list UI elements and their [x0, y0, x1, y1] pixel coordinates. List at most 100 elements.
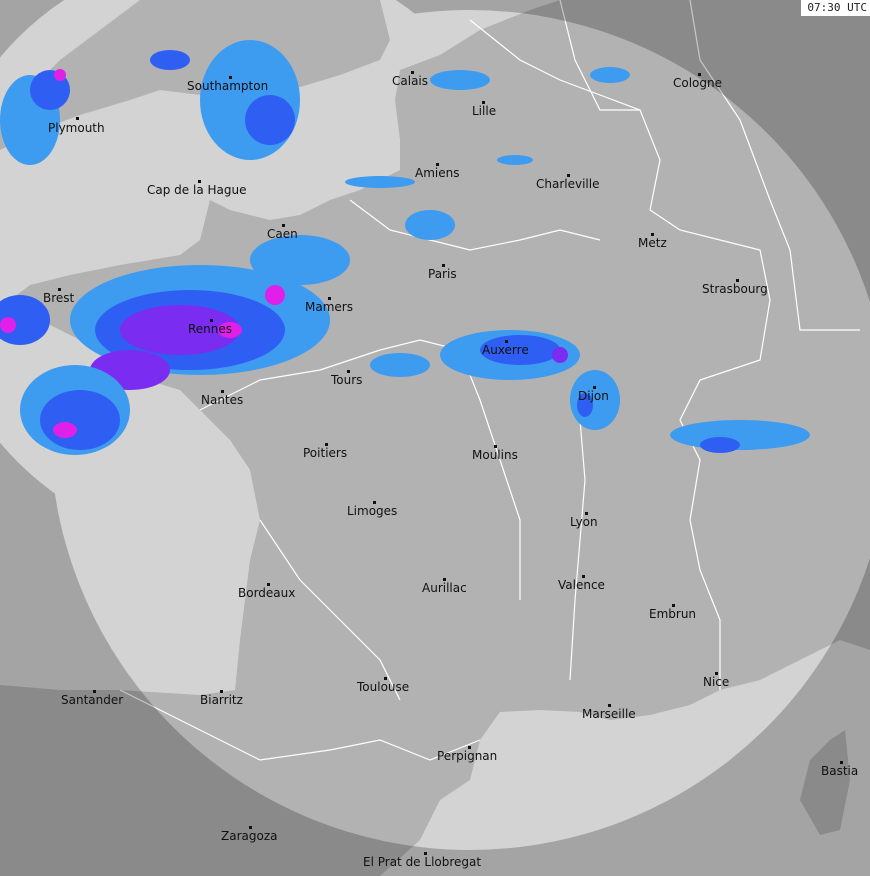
city-marker-icon — [424, 852, 427, 855]
city-marker-icon — [347, 370, 350, 373]
radar-precipitation — [0, 40, 810, 455]
timestamp: 07:30 UTC — [801, 0, 870, 16]
city-marker-icon — [220, 690, 223, 693]
city-marker-icon — [608, 704, 611, 707]
city-marker-icon — [593, 386, 596, 389]
city-label: Southampton — [187, 79, 269, 93]
city-marker-icon — [58, 288, 61, 291]
city-marker-icon — [267, 583, 270, 586]
city-label: Tours — [331, 373, 363, 387]
city-label: Amiens — [415, 166, 460, 180]
city-label: Cologne — [673, 76, 723, 90]
rain-cell — [53, 422, 77, 438]
city-label: El Prat de Llobregat — [363, 855, 482, 869]
city-marker-icon — [585, 512, 588, 515]
rain-cell — [590, 67, 630, 83]
rain-cell — [430, 70, 490, 90]
city-marker-icon — [494, 445, 497, 448]
rain-cell — [120, 305, 240, 355]
city-label: Zaragoza — [221, 829, 278, 843]
rain-cell — [40, 390, 120, 450]
city-label: Lyon — [570, 515, 598, 529]
city-label: Metz — [638, 236, 667, 250]
city-marker-icon — [282, 224, 285, 227]
rain-cell — [480, 335, 560, 365]
rain-cell — [405, 210, 455, 240]
city-label: Bordeaux — [238, 586, 296, 600]
city-marker-icon — [198, 180, 201, 183]
city-marker-icon — [384, 677, 387, 680]
city-label: Poitiers — [303, 446, 348, 460]
rain-cell — [218, 322, 242, 338]
city-marker-icon — [582, 575, 585, 578]
city-label: Auxerre — [482, 343, 529, 357]
rain-cell — [245, 95, 295, 145]
city-label: Valence — [558, 578, 605, 592]
city-label: Strasbourg — [702, 282, 768, 296]
city-marker-icon — [468, 746, 471, 749]
city-marker-icon — [373, 501, 376, 504]
borders-rivers — [119, 0, 860, 761]
city-label: Santander — [61, 693, 124, 707]
city-marker-icon — [436, 163, 439, 166]
city-marker-icon — [567, 174, 570, 177]
city-label: Plymouth — [48, 121, 105, 135]
city-label: Toulouse — [357, 680, 410, 694]
rain-cell — [150, 50, 190, 70]
city-marker-icon — [210, 319, 213, 322]
city-label: Moulins — [472, 448, 518, 462]
rain-cell — [250, 235, 350, 285]
city-marker-icon — [736, 279, 739, 282]
city-label: Dijon — [578, 389, 609, 403]
city-label: Brest — [43, 291, 75, 305]
city-marker-icon — [328, 297, 331, 300]
city-label: Lille — [472, 104, 497, 118]
city-label: Limoges — [347, 504, 398, 518]
land-england — [0, 0, 390, 150]
city-label: Caen — [267, 227, 298, 241]
city-label: Paris — [428, 267, 457, 281]
rain-cell — [497, 155, 533, 165]
city-label: Mamers — [305, 300, 353, 314]
rain-cell — [370, 353, 430, 377]
city-label: Calais — [392, 74, 429, 88]
city-marker-icon — [651, 233, 654, 236]
rain-cell — [0, 317, 16, 333]
city-label: Nantes — [201, 393, 244, 407]
city-marker-icon — [442, 264, 445, 267]
city-marker-icon — [76, 117, 79, 120]
city-marker-icon — [249, 826, 252, 829]
rain-cell — [700, 437, 740, 453]
city-label: Nice — [703, 675, 730, 689]
city-label: Biarritz — [200, 693, 243, 707]
city-marker-icon — [482, 101, 485, 104]
city-marker-icon — [443, 578, 446, 581]
city-marker-icon — [93, 690, 96, 693]
city-marker-icon — [672, 604, 675, 607]
city-label: Bastia — [821, 764, 859, 778]
land-corsica — [800, 730, 850, 835]
city-marker-icon — [505, 340, 508, 343]
rain-cell — [577, 393, 593, 417]
city-marker-icon — [325, 443, 328, 446]
city-label: Perpignan — [437, 749, 498, 763]
rain-cell — [552, 347, 568, 363]
city-label: Embrun — [649, 607, 697, 621]
city-marker-icon — [840, 761, 843, 764]
city-marker-icon — [698, 73, 701, 76]
rain-cell — [0, 295, 50, 345]
rain-cell — [54, 69, 66, 81]
city-marker-icon — [411, 71, 414, 74]
city-label: Cap de la Hague — [147, 183, 247, 197]
city-label: Aurillac — [422, 581, 467, 595]
city-marker-icon — [229, 76, 232, 79]
rain-cell — [265, 285, 285, 305]
city-label: Rennes — [188, 322, 233, 336]
city-label: Marseille — [582, 707, 636, 721]
city-marker-icon — [715, 672, 718, 675]
rain-cell — [345, 176, 415, 188]
rain-cell — [670, 420, 810, 450]
city-label: Charleville — [536, 177, 600, 191]
